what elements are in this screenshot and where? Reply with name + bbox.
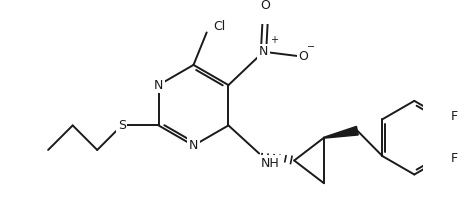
Text: N: N [154, 79, 163, 92]
Text: NH: NH [261, 157, 280, 170]
Text: S: S [118, 119, 126, 132]
Polygon shape [324, 126, 358, 138]
Text: N: N [189, 139, 198, 152]
Text: Cl: Cl [213, 20, 225, 33]
Text: O: O [260, 0, 270, 12]
Text: F: F [451, 110, 458, 123]
Text: +: + [269, 35, 278, 45]
Text: O: O [298, 50, 309, 63]
Text: N: N [259, 45, 268, 58]
Text: F: F [451, 152, 458, 165]
Text: −: − [307, 42, 316, 52]
